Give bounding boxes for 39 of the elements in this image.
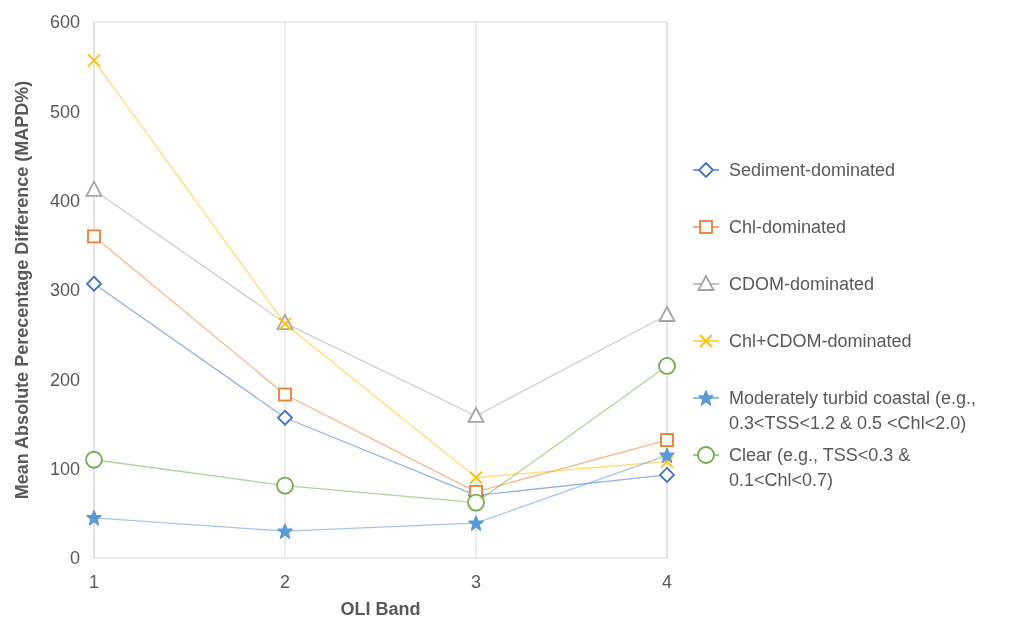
y-tick-label: 600 [49,12,80,33]
y-tick-label: 500 [49,101,80,122]
legend-label: Moderately turbid coastal (e.g., 0.3<TSS<1.2 & 0.5 <Chl<2.0) [729,388,977,434]
y-tick-label: 400 [49,190,80,211]
point [278,387,292,402]
point [467,493,485,512]
x-axis-title: OLI Band [340,599,421,619]
point [467,407,485,423]
x-tick-label: 2 [279,572,291,592]
legend-label: CDOM-dominated [729,274,875,295]
point [85,450,103,469]
point [660,454,674,469]
point [660,433,674,447]
y-tick-label: 300 [49,280,80,301]
y-tick-label: 0 [69,548,80,569]
y-tick-label: 100 [49,458,80,479]
legend-label: Clear (e.g., TSS<0.3 & 0.1<Chl<0.7) [729,445,911,491]
point [277,409,293,426]
x-tick-label: 4 [661,572,673,592]
point [468,515,484,531]
x-tick-label: 1 [88,572,100,592]
point [658,357,676,375]
point [85,181,103,197]
y-tick-label: 200 [49,369,80,390]
point [87,229,101,244]
legend-label: Sediment-dominated [729,160,896,181]
point [469,470,483,485]
legend-label: Chl-dominated [729,217,847,238]
point [277,523,293,539]
point [659,447,675,464]
point [659,467,675,483]
y-axis-title: Mean Absolute Perecentage Difference (MAPD%) [12,80,32,500]
legend-label: Chl+CDOM-dominated [729,331,912,352]
point [86,510,102,526]
point [87,53,101,68]
point [86,275,102,292]
point [658,306,676,322]
point [276,476,294,495]
x-tick-label: 3 [470,572,482,592]
